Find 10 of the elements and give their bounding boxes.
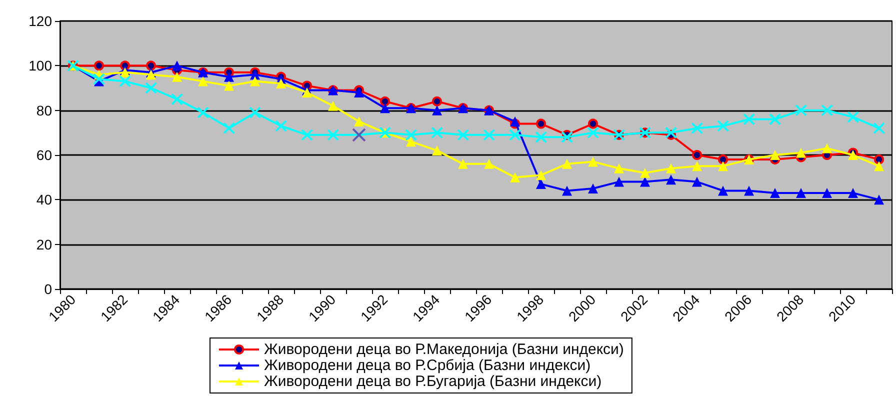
legend-label: Живородени деца во Р.Македонија (Базни индекси) bbox=[264, 341, 624, 358]
y-tick-label: 40 bbox=[36, 192, 52, 208]
y-tick-label: 20 bbox=[36, 236, 52, 252]
y-tick-label: 60 bbox=[36, 147, 52, 163]
legend-label: Живородени деца во Р.Бугарија (Базни индекси) bbox=[264, 373, 602, 390]
y-tick-label: 80 bbox=[36, 102, 52, 118]
legend-label: Живородени деца во Р.Србија (Базни индекси) bbox=[264, 357, 591, 374]
y-tick-label: 0 bbox=[44, 281, 52, 297]
y-tick-label: 120 bbox=[28, 13, 52, 29]
y-tick-label: 100 bbox=[28, 58, 52, 74]
